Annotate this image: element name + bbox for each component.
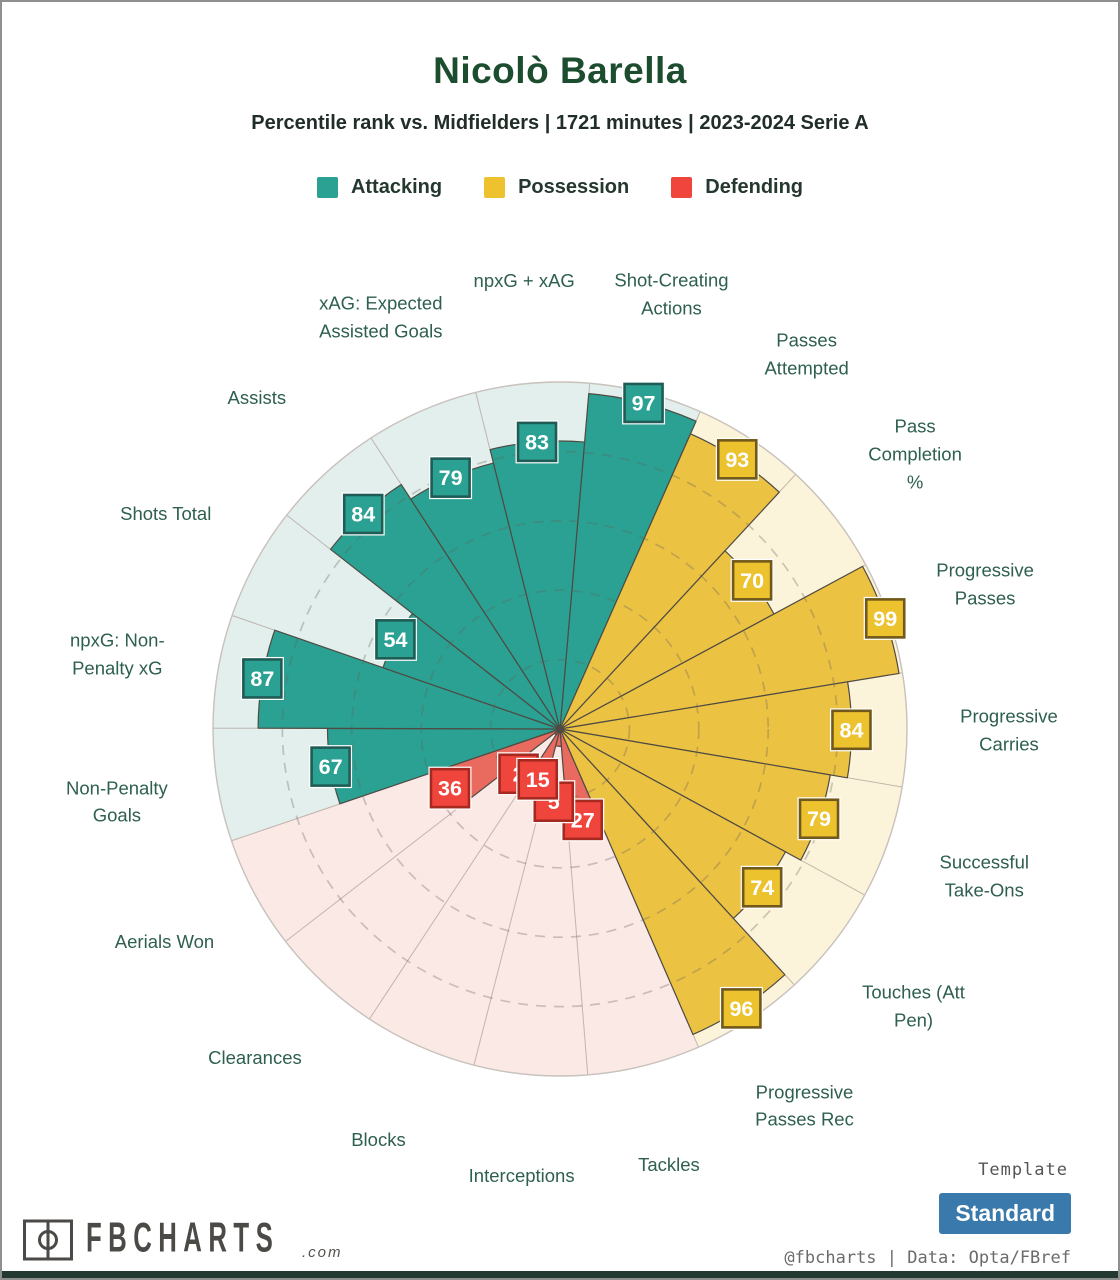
template-standard-button[interactable]: Standard [939,1193,1071,1234]
badge-value: 84 [351,502,375,526]
brand-domain-suffix: .com [302,1244,343,1261]
possession-swatch-icon [484,177,506,198]
badge-value: 97 [632,391,656,415]
badge-value: 67 [319,755,343,779]
legend-label: Defending [705,176,804,198]
badge-value: 74 [750,876,774,900]
badge-shot-creating-actions: 97 [622,381,666,425]
football-pitch-icon [23,1219,73,1261]
badge-value: 99 [873,607,897,631]
attacking-swatch-icon [316,177,338,198]
badge-value: 27 [571,808,595,832]
badge-pass-completion: 70 [730,558,774,602]
legend-item-defending: Defending [671,176,803,199]
data-credit: @fbcharts | Data: Opta/FBref [784,1248,1071,1268]
badge-touches-att-pen: 74 [740,865,784,909]
chart-subtitle: Percentile rank vs. Midfielders | 1721 m… [251,112,869,134]
gridline-60 [350,519,770,939]
badge-aerials-won: 36 [428,766,472,810]
badge-progressive-passes: 99 [863,596,907,640]
badge-value: 54 [383,628,407,652]
badge-xag-expected-assisted-goals: 79 [429,456,473,500]
badge-value: 87 [250,667,274,691]
badge-shots-total: 54 [373,617,417,661]
legend: Attacking Possession Defending [2,176,1118,199]
legend-label: Attacking [350,176,443,198]
outer-ring [212,381,908,1077]
badge-value: 93 [725,448,749,472]
badge-value: 83 [525,430,549,454]
badge-successful-take-ons: 79 [797,797,841,841]
badge-value: 15 [526,768,550,792]
badge-non-penalty-goals: 67 [309,745,353,789]
badge-assists: 84 [341,492,385,536]
badge-value: 84 [840,718,864,742]
defending-swatch-icon [671,177,693,198]
brand-name: FBCHARTS [86,1214,280,1261]
legend-label: Possession [518,176,630,198]
legend-item-possession: Possession [484,176,629,199]
badge-progressive-passes-rec: 96 [719,986,763,1030]
template-label: Template [978,1160,1068,1180]
gridline-40 [420,589,700,869]
bottom-accent-bar [2,1271,1118,1278]
badge-passes-attempted: 93 [715,437,759,481]
badge-npxg-xag: 83 [515,420,559,464]
badge-value: 36 [438,777,462,801]
badge-value: 70 [740,569,764,593]
legend-item-attacking: Attacking [316,176,443,199]
badge-npxg-non-penalty-xg: 87 [240,656,284,700]
badge-value: 79 [807,807,831,831]
badge-blocks: 15 [516,757,560,801]
badge-progressive-carries: 84 [829,708,873,752]
badge-value: 79 [439,466,463,490]
page-title: Nicolò Barella [433,50,687,91]
brand-logo: FBCHARTS .com [22,1214,343,1262]
badge-value: 96 [729,997,753,1021]
